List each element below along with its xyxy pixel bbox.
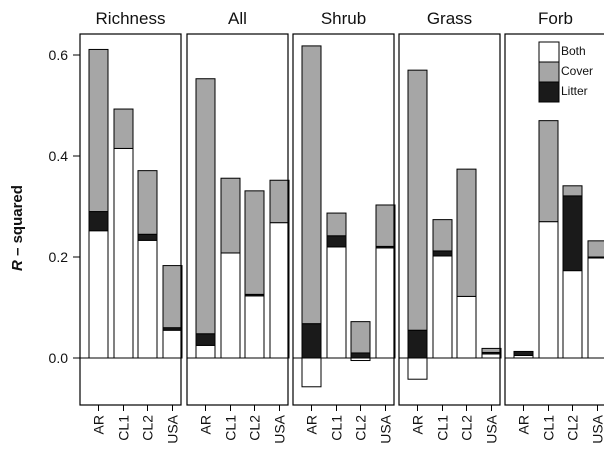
- panel-all: All AR CL1 CL2 USA: [186, 9, 290, 444]
- bar-both-ar: [195, 344, 216, 359]
- legend-swatch-both: [538, 41, 560, 63]
- panel-frame: [292, 33, 395, 406]
- bar-cover-ar: [301, 45, 322, 325]
- bar-both-cl2: [562, 270, 583, 359]
- x-tick-label: AR: [91, 415, 107, 434]
- x-tick-label: CL2: [247, 415, 263, 441]
- y-tick-label: 0.4: [49, 148, 69, 164]
- bar-both-usa: [375, 247, 396, 359]
- x-tick-label: CL1: [223, 415, 239, 441]
- y-tick-label: 0.6: [49, 47, 69, 63]
- bar-both-ar: [301, 357, 322, 388]
- x-tick-label: USA: [590, 414, 604, 443]
- y-axis: 0.0 0.2 0.4 0.6: [49, 47, 80, 366]
- legend-label: Cover: [561, 64, 593, 78]
- x-tick-label: CL2: [565, 415, 581, 441]
- bar-cover-usa: [375, 204, 396, 247]
- panel-shrub: Shrub AR CL1 CL2 USA: [292, 9, 396, 444]
- bar-litter-cl2: [350, 352, 371, 359]
- bar-both-cl1: [113, 147, 134, 359]
- panel-frame: [186, 33, 289, 406]
- bar-cover-cl2: [562, 185, 583, 197]
- bar-cover-cl2: [244, 190, 265, 295]
- x-tick-label: AR: [410, 415, 426, 434]
- x-tick-label: CL1: [116, 415, 132, 441]
- bar-both-ar: [407, 357, 428, 380]
- x-tick-label: USA: [378, 414, 394, 443]
- bar-both-cl1: [432, 255, 453, 359]
- x-tick-label: CL2: [353, 415, 369, 441]
- bar-litter-cl1: [432, 250, 453, 257]
- bar-cover-ar: [88, 48, 109, 213]
- panel-frame: [504, 33, 604, 406]
- y-tick-label: 0.2: [49, 249, 69, 265]
- x-tick-label: CL2: [459, 415, 475, 441]
- bar-cover-usa: [481, 347, 502, 353]
- bar-both-usa: [481, 353, 502, 359]
- panel-title: Richness: [96, 9, 166, 28]
- panel-frame: [79, 33, 182, 406]
- x-tick-label: USA: [272, 414, 288, 443]
- legend-swatch-cover: [538, 61, 560, 83]
- x-tick-label: AR: [304, 415, 320, 434]
- x-tick-label: AR: [198, 415, 214, 434]
- x-tick-label: AR: [516, 415, 532, 434]
- legend-label: Litter: [561, 84, 588, 98]
- bar-cover-cl2: [456, 168, 477, 297]
- bar-cover-cl1: [432, 219, 453, 252]
- x-tick-label: CL1: [329, 415, 345, 441]
- panel-title: Shrub: [321, 9, 366, 28]
- bar-litter-ar: [88, 211, 109, 232]
- panel-title: All: [228, 9, 247, 28]
- panel-forb: Forb AR CL1 CL2 USA: [504, 9, 604, 444]
- bar-both-usa: [587, 257, 604, 359]
- bar-both-usa: [162, 329, 183, 359]
- bar-litter-ar: [301, 323, 322, 359]
- bar-cover-cl1: [113, 108, 134, 149]
- bar-litter-ar: [513, 350, 534, 356]
- bar-both-cl2: [244, 295, 265, 359]
- panels: Richness AR CL1 CL2 USA All AR CL1 CL2 USA Shrub AR…: [79, 9, 604, 444]
- bar-cover-ar: [195, 78, 216, 335]
- bar-litter-cl1: [326, 235, 347, 248]
- y-tick-label: 0.0: [49, 350, 69, 366]
- x-tick-label: USA: [484, 414, 500, 443]
- legend: Both Cover Litter: [538, 41, 593, 103]
- bar-both-cl2: [456, 295, 477, 359]
- panel-grass: Grass AR CL1 CL2 USA: [398, 9, 502, 444]
- bar-litter-ar: [407, 329, 428, 359]
- bar-cover-cl2: [137, 170, 158, 235]
- bar-cover-usa: [269, 179, 290, 224]
- x-tick-label: CL2: [140, 415, 156, 441]
- y-axis-label: R – squared: [9, 185, 26, 271]
- bar-both-cl2: [137, 239, 158, 359]
- bar-both-cl1: [220, 252, 241, 359]
- bar-cover-cl1: [538, 120, 559, 223]
- x-tick-label: CL1: [541, 415, 557, 441]
- bar-cover-cl1: [326, 212, 347, 237]
- bar-both-cl1: [538, 221, 559, 359]
- panel-title: Grass: [427, 9, 472, 28]
- bar-litter-cl2: [137, 233, 158, 241]
- panel-frame: [398, 33, 501, 406]
- bar-both-usa: [269, 222, 290, 359]
- x-tick-label: CL1: [435, 415, 451, 441]
- panel-title: Forb: [538, 9, 573, 28]
- bar-cover-usa: [587, 240, 604, 258]
- bar-both-ar: [88, 230, 109, 359]
- bar-cover-ar: [407, 69, 428, 331]
- legend-swatch-litter: [538, 81, 560, 103]
- bar-litter-cl2: [562, 195, 583, 272]
- panel-richness: Richness AR CL1 CL2 USA: [79, 9, 183, 444]
- bar-litter-ar: [195, 333, 216, 346]
- bar-cover-cl1: [220, 177, 241, 254]
- bar-cover-usa: [162, 265, 183, 329]
- bar-both-cl1: [326, 246, 347, 359]
- x-tick-label: USA: [165, 414, 181, 443]
- bar-cover-cl2: [350, 321, 371, 354]
- legend-label: Both: [561, 44, 586, 58]
